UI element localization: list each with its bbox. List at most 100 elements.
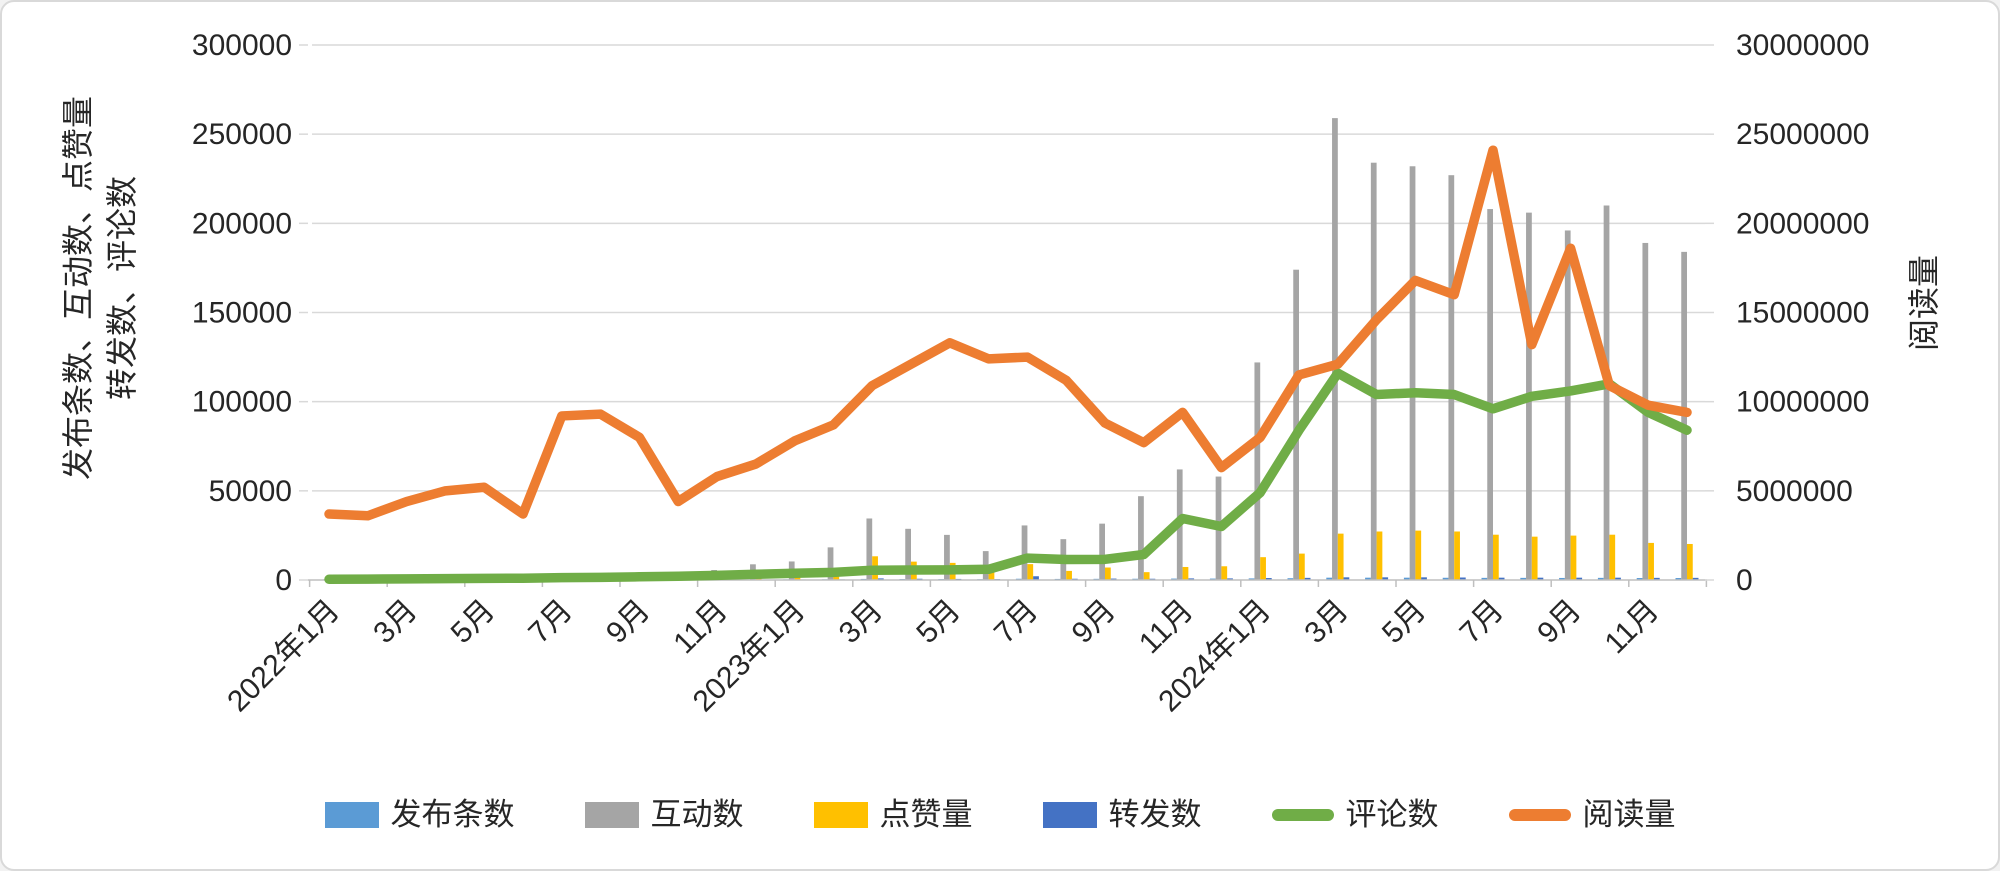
x-axis-label: 7月 — [1454, 594, 1510, 650]
likes-swatch-icon — [813, 801, 868, 828]
legend-item-reads: 阅读量 — [1508, 797, 1676, 832]
right-axis-label: 5000000 — [1736, 475, 1853, 508]
posts-swatch-icon — [324, 801, 379, 828]
x-axis-label: 9月 — [1531, 594, 1587, 650]
left-axis-label: 150000 — [192, 297, 292, 330]
bar-点赞量 — [755, 578, 762, 580]
legend-label: 阅读量 — [1582, 797, 1676, 832]
bar-互动数 — [1099, 523, 1105, 580]
left-axis-title-line1: 发布条数、互动数、点赞量 — [60, 96, 96, 481]
interactions-swatch-icon — [584, 801, 639, 828]
comments-swatch-icon — [1271, 808, 1334, 821]
bar-发布条数 — [1520, 577, 1527, 580]
bar-互动数 — [1332, 118, 1338, 580]
bar-发布条数 — [1326, 577, 1333, 580]
legend-label: 点赞量 — [879, 797, 973, 832]
bar-转发数 — [1498, 577, 1505, 580]
x-axis-label: 7月 — [522, 594, 578, 650]
left-axis-label: 100000 — [192, 386, 292, 419]
bar-互动数 — [944, 534, 950, 580]
bar-点赞量 — [1570, 535, 1577, 580]
left-axis-title: 发布条数、互动数、点赞量 转发数、评论数 — [56, 53, 146, 523]
bar-互动数 — [1254, 362, 1261, 580]
bar-点赞量 — [1260, 557, 1266, 580]
bar-点赞量 — [1221, 566, 1228, 580]
x-axis-label: 11月 — [667, 594, 734, 661]
line-阅读量 — [324, 145, 1692, 521]
bar-互动数 — [1448, 175, 1455, 580]
bar-转发数 — [1265, 578, 1272, 580]
legend-item-posts: 发布条数 — [324, 799, 515, 830]
legend-item-likes: 点赞量 — [813, 797, 973, 832]
left-axis-label: 200000 — [192, 207, 292, 240]
bar-点赞量 — [1299, 553, 1305, 580]
bar-互动数 — [1021, 525, 1028, 580]
right-axis-label: 0 — [1736, 564, 1753, 597]
bar-转发数 — [1421, 577, 1427, 580]
bar-点赞量 — [1648, 542, 1654, 580]
bar-转发数 — [1227, 578, 1233, 580]
line-评论数 — [324, 368, 1692, 585]
bar-点赞量 — [1337, 533, 1344, 580]
bar-点赞量 — [1027, 564, 1034, 580]
reposts-swatch-icon — [1042, 801, 1097, 828]
right-axis-label: 20000000 — [1736, 207, 1869, 240]
x-axis-label: 11月 — [1599, 594, 1666, 661]
bar-点赞量 — [1066, 570, 1072, 580]
x-axis-label: 9月 — [600, 594, 656, 650]
right-axis-label: 30000000 — [1736, 29, 1869, 62]
legend-label: 评论数 — [1345, 797, 1439, 832]
bar-互动数 — [1487, 209, 1493, 581]
left-axis-label: 300000 — [192, 29, 292, 62]
bar-点赞量 — [1182, 566, 1189, 580]
bar-互动数 — [905, 528, 911, 580]
bar-转发数 — [1382, 577, 1389, 580]
bar-发布条数 — [1675, 578, 1682, 580]
bar-点赞量 — [1415, 530, 1422, 580]
bar-点赞量 — [1454, 531, 1460, 580]
right-axis-label: 25000000 — [1736, 118, 1869, 151]
legend-item-comments: 评论数 — [1271, 797, 1439, 832]
bar-转发数 — [1576, 577, 1583, 580]
bar-转发数 — [1537, 577, 1544, 580]
bar-转发数 — [1033, 576, 1039, 580]
x-axis-label: 2022年1月 — [221, 594, 346, 719]
bar-互动数 — [1138, 496, 1144, 580]
bar-点赞量 — [988, 571, 995, 580]
legend-label: 互动数 — [650, 797, 744, 832]
left-axis-label: 50000 — [209, 475, 292, 508]
x-axis-label: 3月 — [1298, 594, 1354, 650]
right-axis-label: 10000000 — [1736, 386, 1869, 419]
left-axis-title-line2: 转发数、评论数 — [104, 176, 140, 401]
bar-点赞量 — [1493, 534, 1499, 580]
bar-转发数 — [1615, 577, 1621, 580]
x-axis-label: 3月 — [367, 594, 423, 650]
bar-互动数 — [866, 518, 873, 580]
bar-点赞量 — [1376, 531, 1383, 580]
bar-互动数 — [1293, 269, 1299, 580]
bar-发布条数 — [1636, 578, 1643, 580]
x-axis-label: 5月 — [1376, 594, 1432, 650]
x-axis-label: 7月 — [988, 594, 1044, 650]
x-axis-label: 3月 — [833, 594, 889, 650]
bar-互动数 — [1370, 162, 1377, 580]
bar-转发数 — [1188, 578, 1195, 580]
bar-转发数 — [1343, 577, 1350, 580]
bar-点赞量 — [794, 577, 801, 580]
bar-点赞量 — [833, 575, 840, 580]
bar-点赞量 — [1531, 536, 1538, 580]
x-axis-label: 11月 — [1133, 594, 1200, 661]
bar-互动数 — [1409, 166, 1416, 580]
x-axis-label: 5月 — [910, 594, 966, 650]
bar-发布条数 — [1442, 577, 1449, 580]
x-axis-label: 5月 — [445, 594, 501, 650]
bar-发布条数 — [1597, 577, 1604, 580]
bar-转发数 — [877, 578, 884, 580]
x-axis-label: 9月 — [1066, 594, 1122, 650]
bar-点赞量 — [1609, 534, 1616, 580]
bar-转发数 — [1304, 577, 1311, 580]
left-axis-label: 250000 — [192, 118, 292, 151]
legend-label: 转发数 — [1108, 797, 1202, 832]
